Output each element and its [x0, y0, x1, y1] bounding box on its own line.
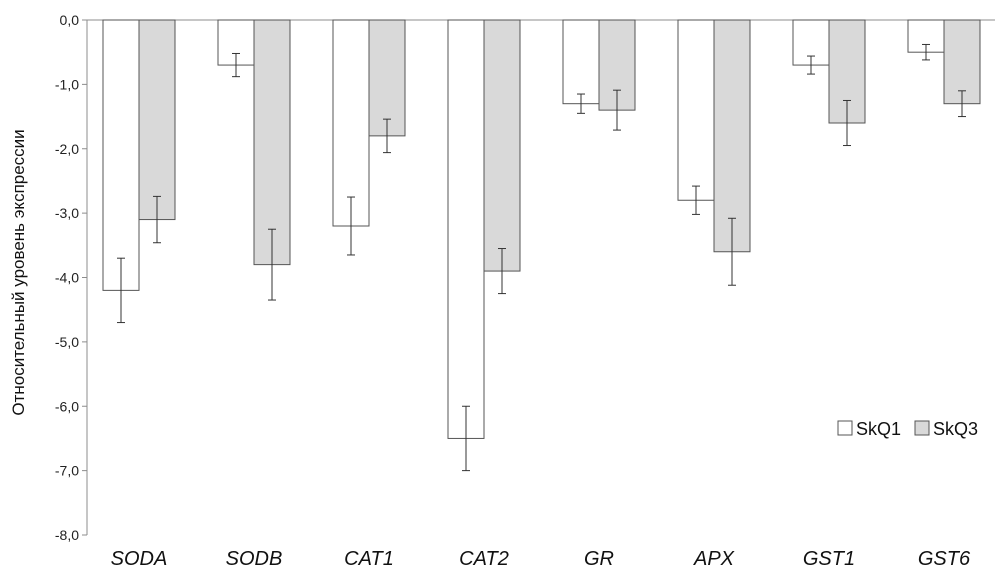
legend-swatch-skq1 [837, 420, 853, 436]
y-axis-title: Относительный уровень экспрессии [9, 129, 28, 415]
y-tick-label: -5,0 [55, 334, 79, 350]
y-tick-label: -3,0 [55, 205, 79, 221]
x-tick-label: SODA [111, 548, 168, 570]
x-tick-label: GR [584, 548, 614, 570]
legend-label-skq3: SkQ3 [933, 419, 978, 439]
legend-label-skq1: SkQ1 [856, 419, 901, 439]
bar-skq1-apx [677, 19, 715, 201]
bar-skq3-apx [713, 19, 751, 253]
x-tick-label: GST6 [918, 548, 971, 570]
y-tick-label: -8,0 [55, 527, 79, 543]
bar-skq3-cat1 [368, 19, 406, 137]
y-tick-label: -4,0 [55, 270, 79, 286]
y-tick-label: -6,0 [55, 398, 79, 414]
x-tick-label: CAT2 [459, 548, 509, 570]
bar-skq1-cat2 [447, 19, 485, 439]
y-tick-label: -1,0 [55, 76, 79, 92]
bar-skq1-gr [562, 19, 600, 105]
y-tick-label: -7,0 [55, 463, 79, 479]
legend-swatch-skq3 [914, 420, 930, 436]
x-tick-label: GST1 [803, 548, 855, 570]
bar-skq3-soda [138, 19, 176, 221]
x-tick-label: SODB [226, 548, 283, 570]
x-tick-label: CAT1 [344, 548, 394, 570]
bar-skq1-soda [102, 19, 140, 291]
bar-skq3-cat2 [483, 19, 521, 272]
bar-skq1-cat1 [332, 19, 370, 227]
x-tick-label: APX [693, 548, 735, 570]
y-tick-label: 0,0 [60, 12, 80, 28]
bar-skq3-sodb [253, 19, 291, 266]
bar-skq3-gst6 [943, 19, 981, 105]
y-tick-label: -2,0 [55, 141, 79, 157]
